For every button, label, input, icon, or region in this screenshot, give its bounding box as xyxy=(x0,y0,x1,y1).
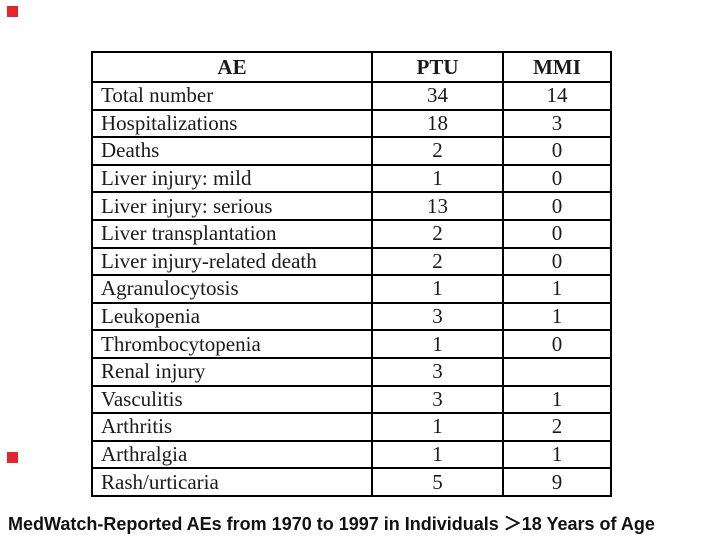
mmi-cell: 1 xyxy=(502,384,612,415)
ae-cell: Total number xyxy=(91,81,373,111)
slide-caption: MedWatch-Reported AEs from 1970 to 1997 … xyxy=(8,514,655,534)
red-square-bullet-top xyxy=(7,6,18,17)
mmi-cell: 1 xyxy=(502,274,612,304)
adverse-events-table: AE PTU MMI Total number 34 14 Hospitalizati… xyxy=(91,51,612,497)
mmi-cell xyxy=(502,356,612,387)
ptu-cell: 5 xyxy=(371,467,504,497)
table-row: Arthralgia 1 1 xyxy=(91,439,612,470)
red-square-bullet-bottom xyxy=(7,452,18,463)
ptu-cell: 2 xyxy=(371,218,504,249)
mmi-cell: 2 xyxy=(502,412,612,442)
mmi-cell: 0 xyxy=(502,136,612,166)
ptu-cell: 34 xyxy=(371,81,504,111)
table-body: Total number 34 14 Hospitalizations 18 3 Death… xyxy=(91,81,612,497)
ptu-cell: 18 xyxy=(371,108,504,139)
mmi-cell: 0 xyxy=(502,246,612,277)
ae-cell: Thrombocytopenia xyxy=(91,329,373,359)
ptu-cell: 1 xyxy=(371,439,504,470)
ae-cell: Liver injury: serious xyxy=(91,191,373,221)
mmi-cell: 1 xyxy=(502,439,612,470)
table-row: Deaths 2 0 xyxy=(91,136,612,166)
table-row: Thrombocytopenia 1 0 xyxy=(91,329,612,359)
table-row: Liver injury: mild 1 0 xyxy=(91,163,612,194)
table-row: Leukopenia 3 1 xyxy=(91,301,612,332)
ae-cell: Rash/urticaria xyxy=(91,467,373,497)
mmi-cell: 0 xyxy=(502,218,612,249)
mmi-cell: 3 xyxy=(502,108,612,139)
table-row: Agranulocytosis 1 1 xyxy=(91,274,612,304)
column-header-ae: AE xyxy=(91,51,373,83)
ae-cell: Liver injury-related death xyxy=(91,246,373,277)
table-row: Liver injury-related death 2 0 xyxy=(91,246,612,277)
table-row: Liver transplantation 2 0 xyxy=(91,218,612,249)
mmi-cell: 14 xyxy=(502,81,612,111)
ae-cell: Arthralgia xyxy=(91,439,373,470)
table-row: Rash/urticaria 5 9 xyxy=(91,467,612,497)
table-row: Renal injury 3 xyxy=(91,356,612,387)
ae-cell: Deaths xyxy=(91,136,373,166)
ae-cell: Liver injury: mild xyxy=(91,163,373,194)
mmi-cell: 9 xyxy=(502,467,612,497)
ptu-cell: 13 xyxy=(371,191,504,221)
mmi-cell: 0 xyxy=(502,329,612,359)
ptu-cell: 1 xyxy=(371,274,504,304)
table-row: Total number 34 14 xyxy=(91,81,612,111)
ptu-cell: 3 xyxy=(371,301,504,332)
table-row: Liver injury: serious 13 0 xyxy=(91,191,612,221)
mmi-cell: 0 xyxy=(502,163,612,194)
ae-cell: Vasculitis xyxy=(91,384,373,415)
mmi-cell: 0 xyxy=(502,191,612,221)
table-row: Hospitalizations 18 3 xyxy=(91,108,612,139)
ptu-cell: 3 xyxy=(371,384,504,415)
ae-cell: Hospitalizations xyxy=(91,108,373,139)
table-row: Arthritis 1 2 xyxy=(91,412,612,442)
ae-cell: Liver transplantation xyxy=(91,218,373,249)
ptu-cell: 3 xyxy=(371,356,504,387)
ptu-cell: 2 xyxy=(371,246,504,277)
column-header-mmi: MMI xyxy=(502,51,612,83)
ae-cell: Arthritis xyxy=(91,412,373,442)
column-header-ptu: PTU xyxy=(371,51,504,83)
table-header-row: AE PTU MMI xyxy=(91,51,612,83)
ptu-cell: 1 xyxy=(371,412,504,442)
mmi-cell: 1 xyxy=(502,301,612,332)
table-row: Vasculitis 3 1 xyxy=(91,384,612,415)
ae-cell: Agranulocytosis xyxy=(91,274,373,304)
ptu-cell: 2 xyxy=(371,136,504,166)
ae-cell: Leukopenia xyxy=(91,301,373,332)
ae-cell: Renal injury xyxy=(91,356,373,387)
ptu-cell: 1 xyxy=(371,163,504,194)
ptu-cell: 1 xyxy=(371,329,504,359)
